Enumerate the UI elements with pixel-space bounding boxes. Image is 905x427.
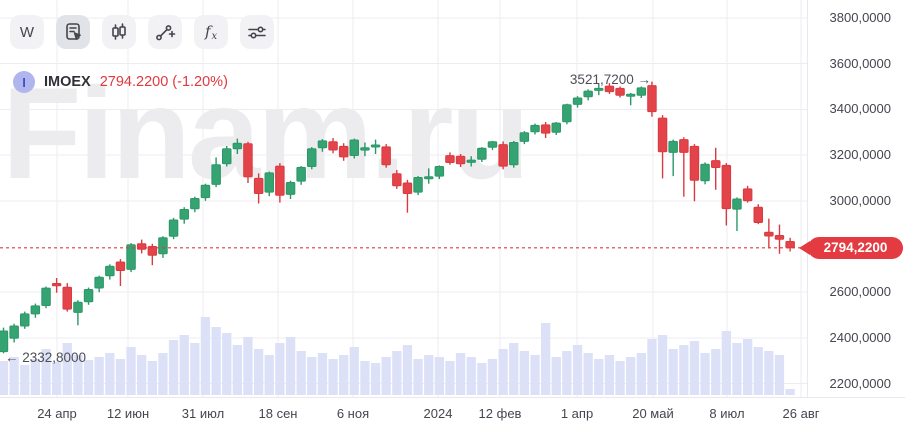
chart-annotation: 3521,7200 → [570,72,651,87]
date-axis-label: 1 апр [560,406,594,421]
date-axis-label: 31 июл [181,406,225,421]
price-axis-label: 3200,0000 [829,147,891,163]
chart-annotation: ← 2332,8000 [5,350,86,365]
date-axis-label: 24 апр [37,406,77,421]
indicators-button[interactable]: f x [194,15,228,49]
last-price-tag: 2794,2200 [808,236,903,259]
svg-text:f: f [204,23,213,41]
price-axis-label: 2600,0000 [829,284,891,300]
price-axis-label: 3600,0000 [829,55,891,71]
date-axis-label: 18 сен [258,406,298,421]
date-axis-label: 12 июн [106,406,150,421]
instrument-legend[interactable]: I IMOEX 2794.2200 (-1.20%) [13,71,228,93]
chart-type-candles-button[interactable] [102,15,136,49]
price-axis-label: 3000,0000 [829,192,891,208]
instrument-symbol: IMOEX [44,74,91,90]
chart-settings-button[interactable] [240,15,274,49]
document-cursor-icon [66,23,82,40]
grid-layer [0,0,807,397]
fx-icon: f x [204,23,218,43]
sliders-icon [248,26,266,39]
drawing-tools-button[interactable] [148,15,182,49]
price-axis-label: 3800,0000 [829,10,891,25]
price-axis-label: 3400,0000 [829,101,891,117]
volume-layer [0,317,795,395]
instrument-price-change: 2794.2200 (-1.20%) [99,74,228,90]
date-axis-label: 12 фев [478,406,522,421]
trend-line-icon [156,25,176,41]
timeframe-label: W [19,23,35,41]
date-axis-label: 26 авг [782,406,820,421]
timeframe-button[interactable]: W [10,15,44,49]
date-axis-label: 6 ноя [336,406,370,421]
candles-layer [0,81,795,354]
chart-properties-button[interactable] [56,15,90,49]
price-axis[interactable]: 3800,0000 3600,0000 3400,0000 3200,0000 3000… [807,0,905,397]
instrument-icon: I [13,71,35,93]
last-price-label: 2794,2200 [823,240,888,256]
date-axis-label: 2024 [423,406,453,421]
price-axis-label: 2400,0000 [829,329,891,345]
price-chart-canvas[interactable]: 3521,7200 → ← 2332,8000 [0,0,807,397]
svg-text:x: x [212,31,218,42]
date-axis-label: 8 июл [709,406,745,421]
candlestick-icon [112,23,126,40]
date-axis-label: 20 май [632,406,674,421]
price-axis-label: 2200,0000 [829,375,891,391]
time-axis[interactable]: 24 апр 12 июн 31 июл 18 сен 6 ноя 2024 12 фев 1… [0,397,905,427]
